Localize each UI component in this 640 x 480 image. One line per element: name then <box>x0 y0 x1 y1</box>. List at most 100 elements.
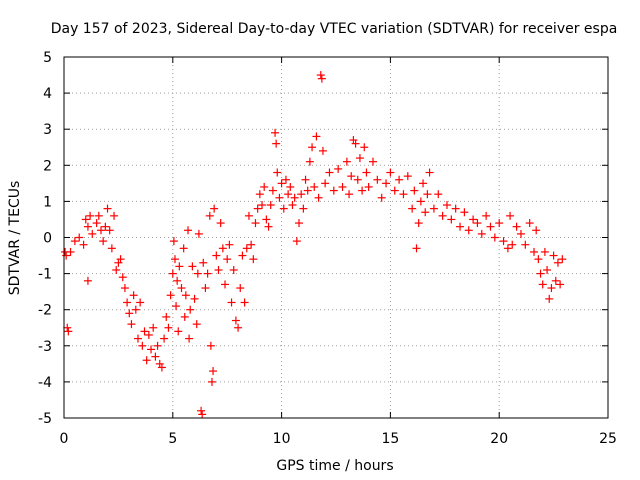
y-tick-label: 4 <box>43 86 52 102</box>
data-point <box>486 222 495 231</box>
data-point <box>207 377 216 386</box>
data-point <box>284 190 293 199</box>
data-point <box>244 211 253 220</box>
data-point <box>530 247 539 256</box>
data-point <box>79 240 88 249</box>
data-point <box>271 128 280 137</box>
data-point <box>210 204 219 213</box>
data-point <box>416 197 425 206</box>
data-point <box>209 367 218 376</box>
data-point <box>321 179 330 188</box>
data-point <box>503 244 512 253</box>
data-point <box>292 237 301 246</box>
data-point <box>66 247 75 256</box>
data-point <box>395 175 404 184</box>
data-point <box>423 190 432 199</box>
data-point <box>238 251 247 260</box>
grid-layer <box>64 57 608 418</box>
data-point <box>197 406 206 415</box>
data-point <box>212 251 221 260</box>
data-point <box>184 226 193 235</box>
data-point <box>107 244 116 253</box>
data-point <box>258 201 267 210</box>
data-point <box>434 190 443 199</box>
data-point <box>272 139 281 148</box>
data-point <box>545 294 554 303</box>
data-point <box>360 143 369 152</box>
y-tick-label: 3 <box>43 122 52 138</box>
data-point <box>477 229 486 238</box>
x-tick-label: 5 <box>168 431 177 447</box>
data-point <box>133 334 142 343</box>
y-tick-label: -4 <box>38 375 52 391</box>
data-point <box>277 179 286 188</box>
data-point <box>92 219 101 228</box>
data-point <box>525 219 534 228</box>
data-point <box>190 294 199 303</box>
data-point <box>264 222 273 231</box>
data-point <box>325 168 334 177</box>
y-tick-label: 2 <box>43 158 52 174</box>
data-point <box>538 280 547 289</box>
data-point <box>368 157 377 166</box>
data-point <box>279 204 288 213</box>
data-point <box>412 244 421 253</box>
data-point <box>205 211 214 220</box>
data-point <box>151 352 160 361</box>
x-tick-label: 20 <box>490 431 508 447</box>
data-point <box>164 323 173 332</box>
data-point <box>351 139 360 148</box>
data-point <box>490 233 499 242</box>
data-point <box>140 327 149 336</box>
data-point <box>83 222 92 231</box>
data-point <box>408 204 417 213</box>
data-point <box>63 323 72 332</box>
data-point <box>174 327 183 336</box>
data-point <box>70 237 79 246</box>
data-point <box>316 71 325 80</box>
data-point <box>234 323 243 332</box>
data-point <box>414 219 423 228</box>
data-point <box>377 193 386 202</box>
y-tick-label: -2 <box>38 303 52 319</box>
data-point <box>120 284 129 293</box>
data-point <box>482 211 491 220</box>
data-point <box>214 265 223 274</box>
data-point <box>131 305 140 314</box>
data-point <box>558 255 567 264</box>
data-point <box>172 302 181 311</box>
data-point <box>469 215 478 224</box>
data-point <box>179 244 188 253</box>
data-point <box>262 215 271 224</box>
data-point <box>229 265 238 274</box>
data-point <box>160 334 169 343</box>
data-point <box>198 410 207 419</box>
data-point <box>403 172 412 181</box>
y-tick-label: -3 <box>38 339 52 355</box>
data-point <box>157 363 166 372</box>
data-point <box>301 175 310 184</box>
data-point <box>116 255 125 264</box>
data-point <box>464 226 473 235</box>
data-point <box>260 182 269 191</box>
data-point <box>227 298 236 307</box>
data-point <box>345 190 354 199</box>
data-point <box>305 157 314 166</box>
data-point <box>249 255 258 264</box>
data-point <box>297 190 306 199</box>
data-point <box>96 226 105 235</box>
data-point <box>175 262 184 271</box>
data-point <box>353 175 362 184</box>
data-point <box>242 244 251 253</box>
data-point <box>421 208 430 217</box>
data-point <box>556 280 565 289</box>
data-point <box>173 276 182 285</box>
data-point <box>236 284 245 293</box>
data-point <box>506 211 515 220</box>
data-point <box>456 222 465 231</box>
data-point <box>125 309 134 318</box>
data-point <box>185 334 194 343</box>
data-point <box>181 291 190 300</box>
data-point <box>314 193 323 202</box>
data-point <box>216 219 225 228</box>
